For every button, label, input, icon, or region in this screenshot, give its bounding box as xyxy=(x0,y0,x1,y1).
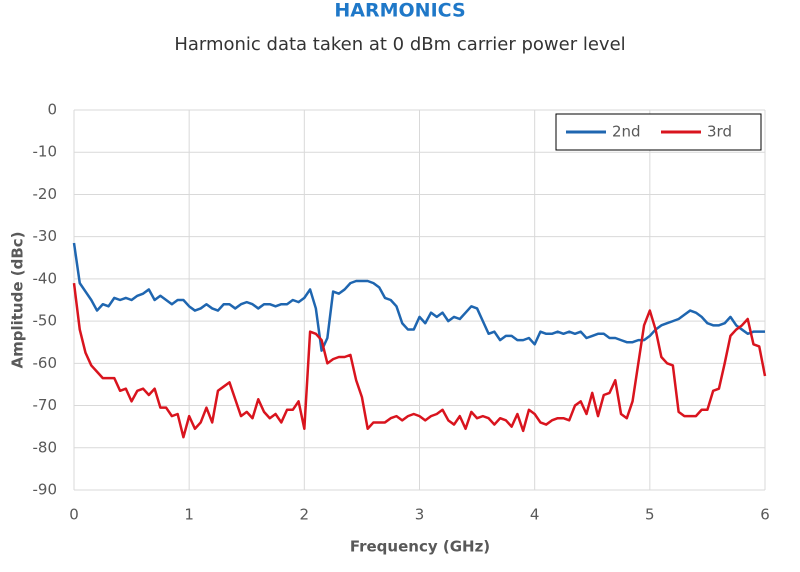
y-tick-label: -80 xyxy=(33,438,58,456)
y-tick-label: -40 xyxy=(33,269,58,287)
x-tick-label: 0 xyxy=(69,506,79,524)
x-tick-label: 3 xyxy=(415,506,425,524)
x-tick-label: 4 xyxy=(530,506,540,524)
y-tick-label: -20 xyxy=(33,185,58,203)
series-line xyxy=(72,282,767,439)
y-tick-label: -50 xyxy=(33,312,58,330)
legend-label: 3rd xyxy=(707,123,732,141)
y-tick-label: -90 xyxy=(33,481,58,499)
chart-subtitle: Harmonic data taken at 0 dBm carrier pow… xyxy=(174,34,625,55)
y-tick-label: -60 xyxy=(33,354,58,372)
y-tick-label: 0 xyxy=(47,101,57,119)
x-tick-label: 1 xyxy=(184,506,194,524)
x-tick-label: 6 xyxy=(760,506,770,524)
legend-label: 2nd xyxy=(612,123,641,141)
x-tick-label: 2 xyxy=(300,506,310,524)
x-tick-label: 5 xyxy=(645,506,655,524)
y-tick-label: -10 xyxy=(33,143,58,161)
y-tick-label: -70 xyxy=(33,396,58,414)
x-axis-label: Frequency (GHz) xyxy=(350,538,490,556)
series-line xyxy=(72,242,765,352)
y-axis-label: Amplitude (dBc) xyxy=(9,231,27,368)
y-tick-label: -30 xyxy=(33,227,58,245)
chart-title: HARMONICS xyxy=(334,0,465,22)
